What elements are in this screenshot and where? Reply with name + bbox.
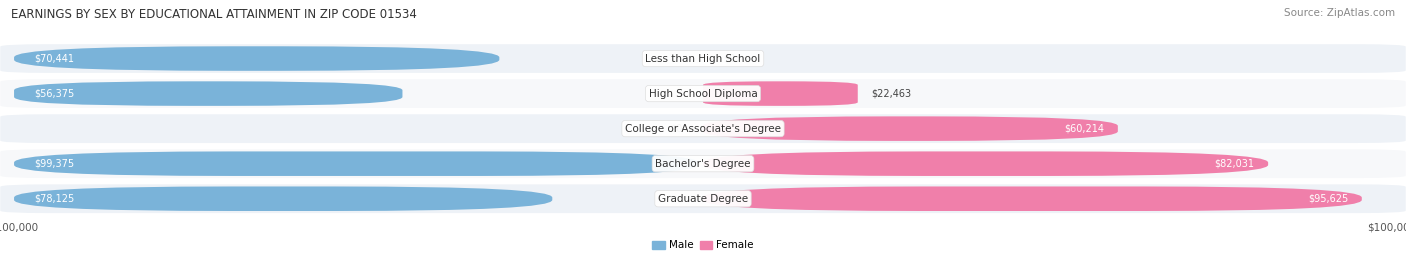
Text: $99,375: $99,375: [35, 159, 75, 169]
Text: $0: $0: [724, 54, 735, 64]
FancyBboxPatch shape: [0, 79, 1406, 108]
Text: $70,441: $70,441: [35, 54, 75, 64]
Legend: Male, Female: Male, Female: [648, 236, 758, 255]
Text: Graduate Degree: Graduate Degree: [658, 194, 748, 204]
FancyBboxPatch shape: [0, 184, 1406, 213]
FancyBboxPatch shape: [703, 116, 1118, 141]
FancyBboxPatch shape: [703, 81, 858, 106]
FancyBboxPatch shape: [14, 187, 553, 211]
FancyBboxPatch shape: [14, 81, 402, 106]
Text: $82,031: $82,031: [1215, 159, 1254, 169]
Text: $78,125: $78,125: [35, 194, 75, 204]
FancyBboxPatch shape: [14, 151, 699, 176]
FancyBboxPatch shape: [0, 114, 1406, 143]
FancyBboxPatch shape: [0, 44, 1406, 73]
Text: Source: ZipAtlas.com: Source: ZipAtlas.com: [1284, 8, 1395, 18]
Text: $0: $0: [671, 124, 682, 134]
FancyBboxPatch shape: [703, 151, 1268, 176]
Text: $95,625: $95,625: [1308, 194, 1348, 204]
Text: Bachelor's Degree: Bachelor's Degree: [655, 159, 751, 169]
Text: $22,463: $22,463: [872, 89, 911, 99]
Text: Less than High School: Less than High School: [645, 54, 761, 64]
Text: High School Diploma: High School Diploma: [648, 89, 758, 99]
FancyBboxPatch shape: [14, 46, 499, 71]
Text: $60,214: $60,214: [1064, 124, 1104, 134]
FancyBboxPatch shape: [703, 187, 1362, 211]
Text: EARNINGS BY SEX BY EDUCATIONAL ATTAINMENT IN ZIP CODE 01534: EARNINGS BY SEX BY EDUCATIONAL ATTAINMEN…: [11, 8, 418, 21]
Text: $56,375: $56,375: [35, 89, 75, 99]
FancyBboxPatch shape: [0, 149, 1406, 178]
Text: College or Associate's Degree: College or Associate's Degree: [626, 124, 780, 134]
